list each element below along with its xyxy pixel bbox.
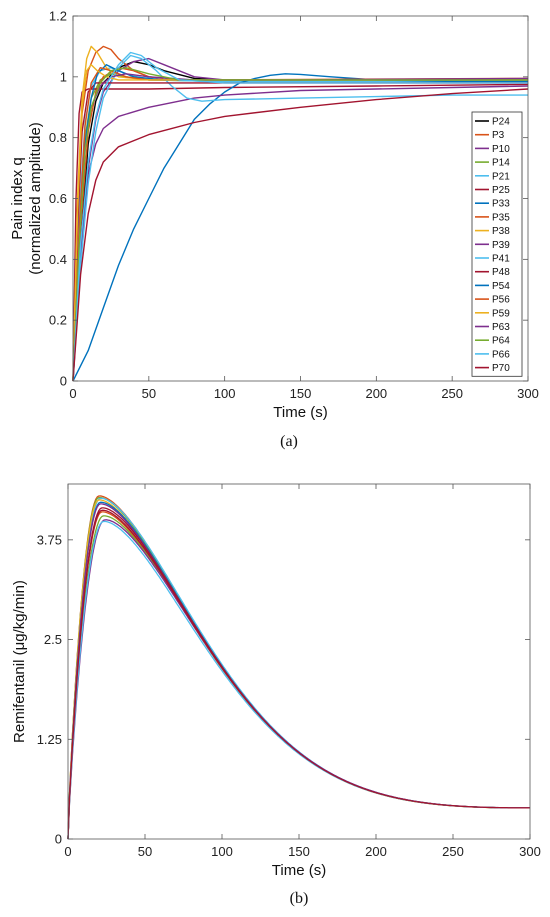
legend-entry: P59 <box>492 308 510 319</box>
legend-entry: P14 <box>492 158 510 169</box>
series-line-p70 <box>72 88 529 382</box>
panel-b-series-line-10 <box>67 519 530 840</box>
series-line-p54 <box>72 64 528 382</box>
legend-entry: P48 <box>492 267 510 278</box>
panel-b-series-line-12 <box>67 509 530 840</box>
x-tick-label: 0 <box>69 386 76 401</box>
panel-a-ticks: 0 50 100 150 200 250 300 0 0.2 0.4 0.6 0.8 1 1.2 <box>49 9 539 402</box>
y-tick-label: 0.2 <box>49 313 67 328</box>
panel-b-series-line-8 <box>67 511 530 840</box>
x-tick-label: 100 <box>211 844 233 859</box>
legend-entry: P39 <box>492 240 510 251</box>
series-line-p33 <box>72 73 528 382</box>
legend-entry: P35 <box>492 212 510 223</box>
legend-entry: P63 <box>492 322 510 333</box>
x-tick-label: 200 <box>365 844 387 859</box>
series-line-p25 <box>72 83 529 382</box>
panel-b-x-axis-label: Time (s) <box>272 862 326 879</box>
series-line-p41 <box>72 54 528 382</box>
legend-entry: P24 <box>492 117 510 128</box>
panel-b-series-line-3 <box>67 497 530 840</box>
y-tick-label: 0 <box>55 832 62 847</box>
series-line-p21 <box>72 67 528 382</box>
chart-panel-a: 0 50 100 150 200 250 300 0 0.2 0.4 0.6 0.8 1 1.2 Time… <box>9 9 539 451</box>
legend-entry: P66 <box>492 349 510 360</box>
panel-b-series-line-4 <box>67 499 530 840</box>
panel-a-legend: P24 P3 P10 P14 P21 P25 P33 P35 P38 P39 P41 P48 P54 P5… <box>471 111 523 377</box>
x-tick-label: 300 <box>519 844 541 859</box>
x-tick-label: 200 <box>365 386 387 401</box>
legend-entry: P21 <box>492 171 510 182</box>
legend-entry: P38 <box>492 226 510 237</box>
legend-entry: P64 <box>492 336 510 347</box>
y-tick-label: 0 <box>60 374 67 389</box>
y-tick-label: 0.8 <box>49 130 67 145</box>
legend-entry: P56 <box>492 295 510 306</box>
legend-entry: P41 <box>492 254 510 265</box>
panel-b-series-line-9 <box>67 515 531 840</box>
x-tick-label: 300 <box>517 386 539 401</box>
x-tick-label: 250 <box>441 386 463 401</box>
series-line-p14 <box>72 73 528 382</box>
y-tick-label: 3.75 <box>37 532 62 547</box>
legend-entry: P70 <box>492 363 510 374</box>
x-tick-label: 0 <box>64 844 71 859</box>
x-tick-label: 150 <box>290 386 312 401</box>
panel-a-y-axis-label: Pain index q <box>9 157 26 240</box>
legend-entry: P3 <box>492 130 505 141</box>
panel-b-series-line-11 <box>67 520 530 840</box>
legend-entry: P33 <box>492 199 510 210</box>
series-line-p66 <box>72 51 528 382</box>
series-line-p35 <box>72 67 528 382</box>
y-tick-label: 2.5 <box>44 632 62 647</box>
x-tick-label: 250 <box>442 844 464 859</box>
panel-a-x-axis-label: Time (s) <box>273 404 327 421</box>
panel-b-series-line-2 <box>67 496 530 840</box>
series-line-p64 <box>72 67 528 382</box>
panel-b-series-line-6 <box>67 503 530 840</box>
y-tick-label: 0.6 <box>49 191 67 206</box>
panel-b-ticks: 0 50 100 150 200 250 300 0 1.25 2.5 3.75 <box>37 484 541 859</box>
legend-entry: P10 <box>492 144 510 155</box>
panel-a-lines <box>72 45 529 382</box>
series-line-p56 <box>72 67 529 382</box>
x-tick-label: 50 <box>142 386 156 401</box>
series-line-p39 <box>72 85 529 382</box>
x-tick-label: 100 <box>214 386 236 401</box>
panel-a-axes-frame <box>72 15 529 382</box>
panel-b-series-line-5 <box>67 501 530 840</box>
x-tick-label: 150 <box>288 844 310 859</box>
y-tick-label: 1.2 <box>49 9 67 24</box>
y-tick-label: 0.4 <box>49 252 67 267</box>
y-tick-label: 1 <box>60 69 67 84</box>
legend-entry: P54 <box>492 281 510 292</box>
panel-b-lines <box>67 495 531 840</box>
panel-a-y-axis-label-line2: (normalized amplitude) <box>27 122 44 275</box>
series-line-p63 <box>72 73 529 382</box>
series-line-p48 <box>72 82 528 382</box>
legend-entry: P25 <box>492 185 510 196</box>
panel-a-caption: (a) <box>280 433 298 450</box>
panel-b-series-line-7 <box>67 507 530 840</box>
x-tick-label: 50 <box>138 844 152 859</box>
panel-b-y-axis-label: Remifentanil (μg/kg/min) <box>11 580 28 743</box>
series-line-p59 <box>72 64 528 382</box>
y-tick-label: 1.25 <box>37 732 62 747</box>
panel-b-caption: (b) <box>290 890 309 907</box>
